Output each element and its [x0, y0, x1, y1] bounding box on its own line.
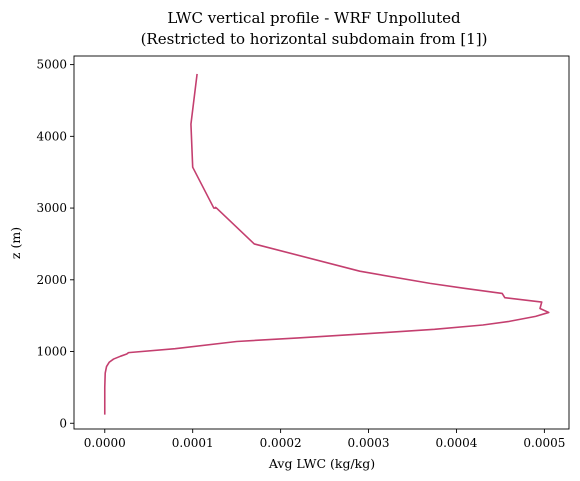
x-tick-label: 0.0005: [523, 436, 565, 450]
x-tick-label: 0.0003: [348, 436, 390, 450]
y-axis: 0 1000 2000 3000 4000 5000: [36, 58, 74, 430]
y-tick-label: 4000: [36, 129, 67, 143]
y-tick-label: 2000: [36, 273, 67, 287]
lwc-profile-line: [103, 73, 550, 415]
x-tick-label: 0.0000: [84, 436, 126, 450]
y-axis-label: z (m): [8, 227, 23, 259]
x-tick-label: 0.0004: [435, 436, 477, 450]
x-tick-label: 0.0002: [260, 436, 302, 450]
chart-subtitle: (Restricted to horizontal subdomain from…: [141, 30, 488, 48]
x-axis: 0.0000 0.0001 0.0002 0.0003 0.0004 0.0005: [84, 429, 565, 450]
y-tick-label: 1000: [36, 345, 67, 359]
chart-title: LWC vertical profile - WRF Unpolluted: [167, 9, 461, 27]
plot-frame: [73, 55, 570, 430]
y-tick-label: 3000: [36, 201, 67, 215]
y-tick-label: 5000: [36, 58, 67, 72]
y-tick-label: 0: [59, 416, 67, 430]
x-axis-label: Avg LWC (kg/kg): [268, 456, 375, 471]
x-tick-label: 0.0001: [172, 436, 214, 450]
